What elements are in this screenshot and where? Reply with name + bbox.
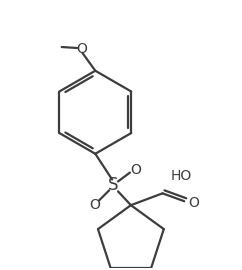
Text: S: S <box>108 176 118 194</box>
Text: O: O <box>188 196 199 210</box>
Text: O: O <box>89 198 100 212</box>
Text: O: O <box>130 163 141 177</box>
Text: O: O <box>76 42 87 56</box>
Text: HO: HO <box>170 168 192 183</box>
